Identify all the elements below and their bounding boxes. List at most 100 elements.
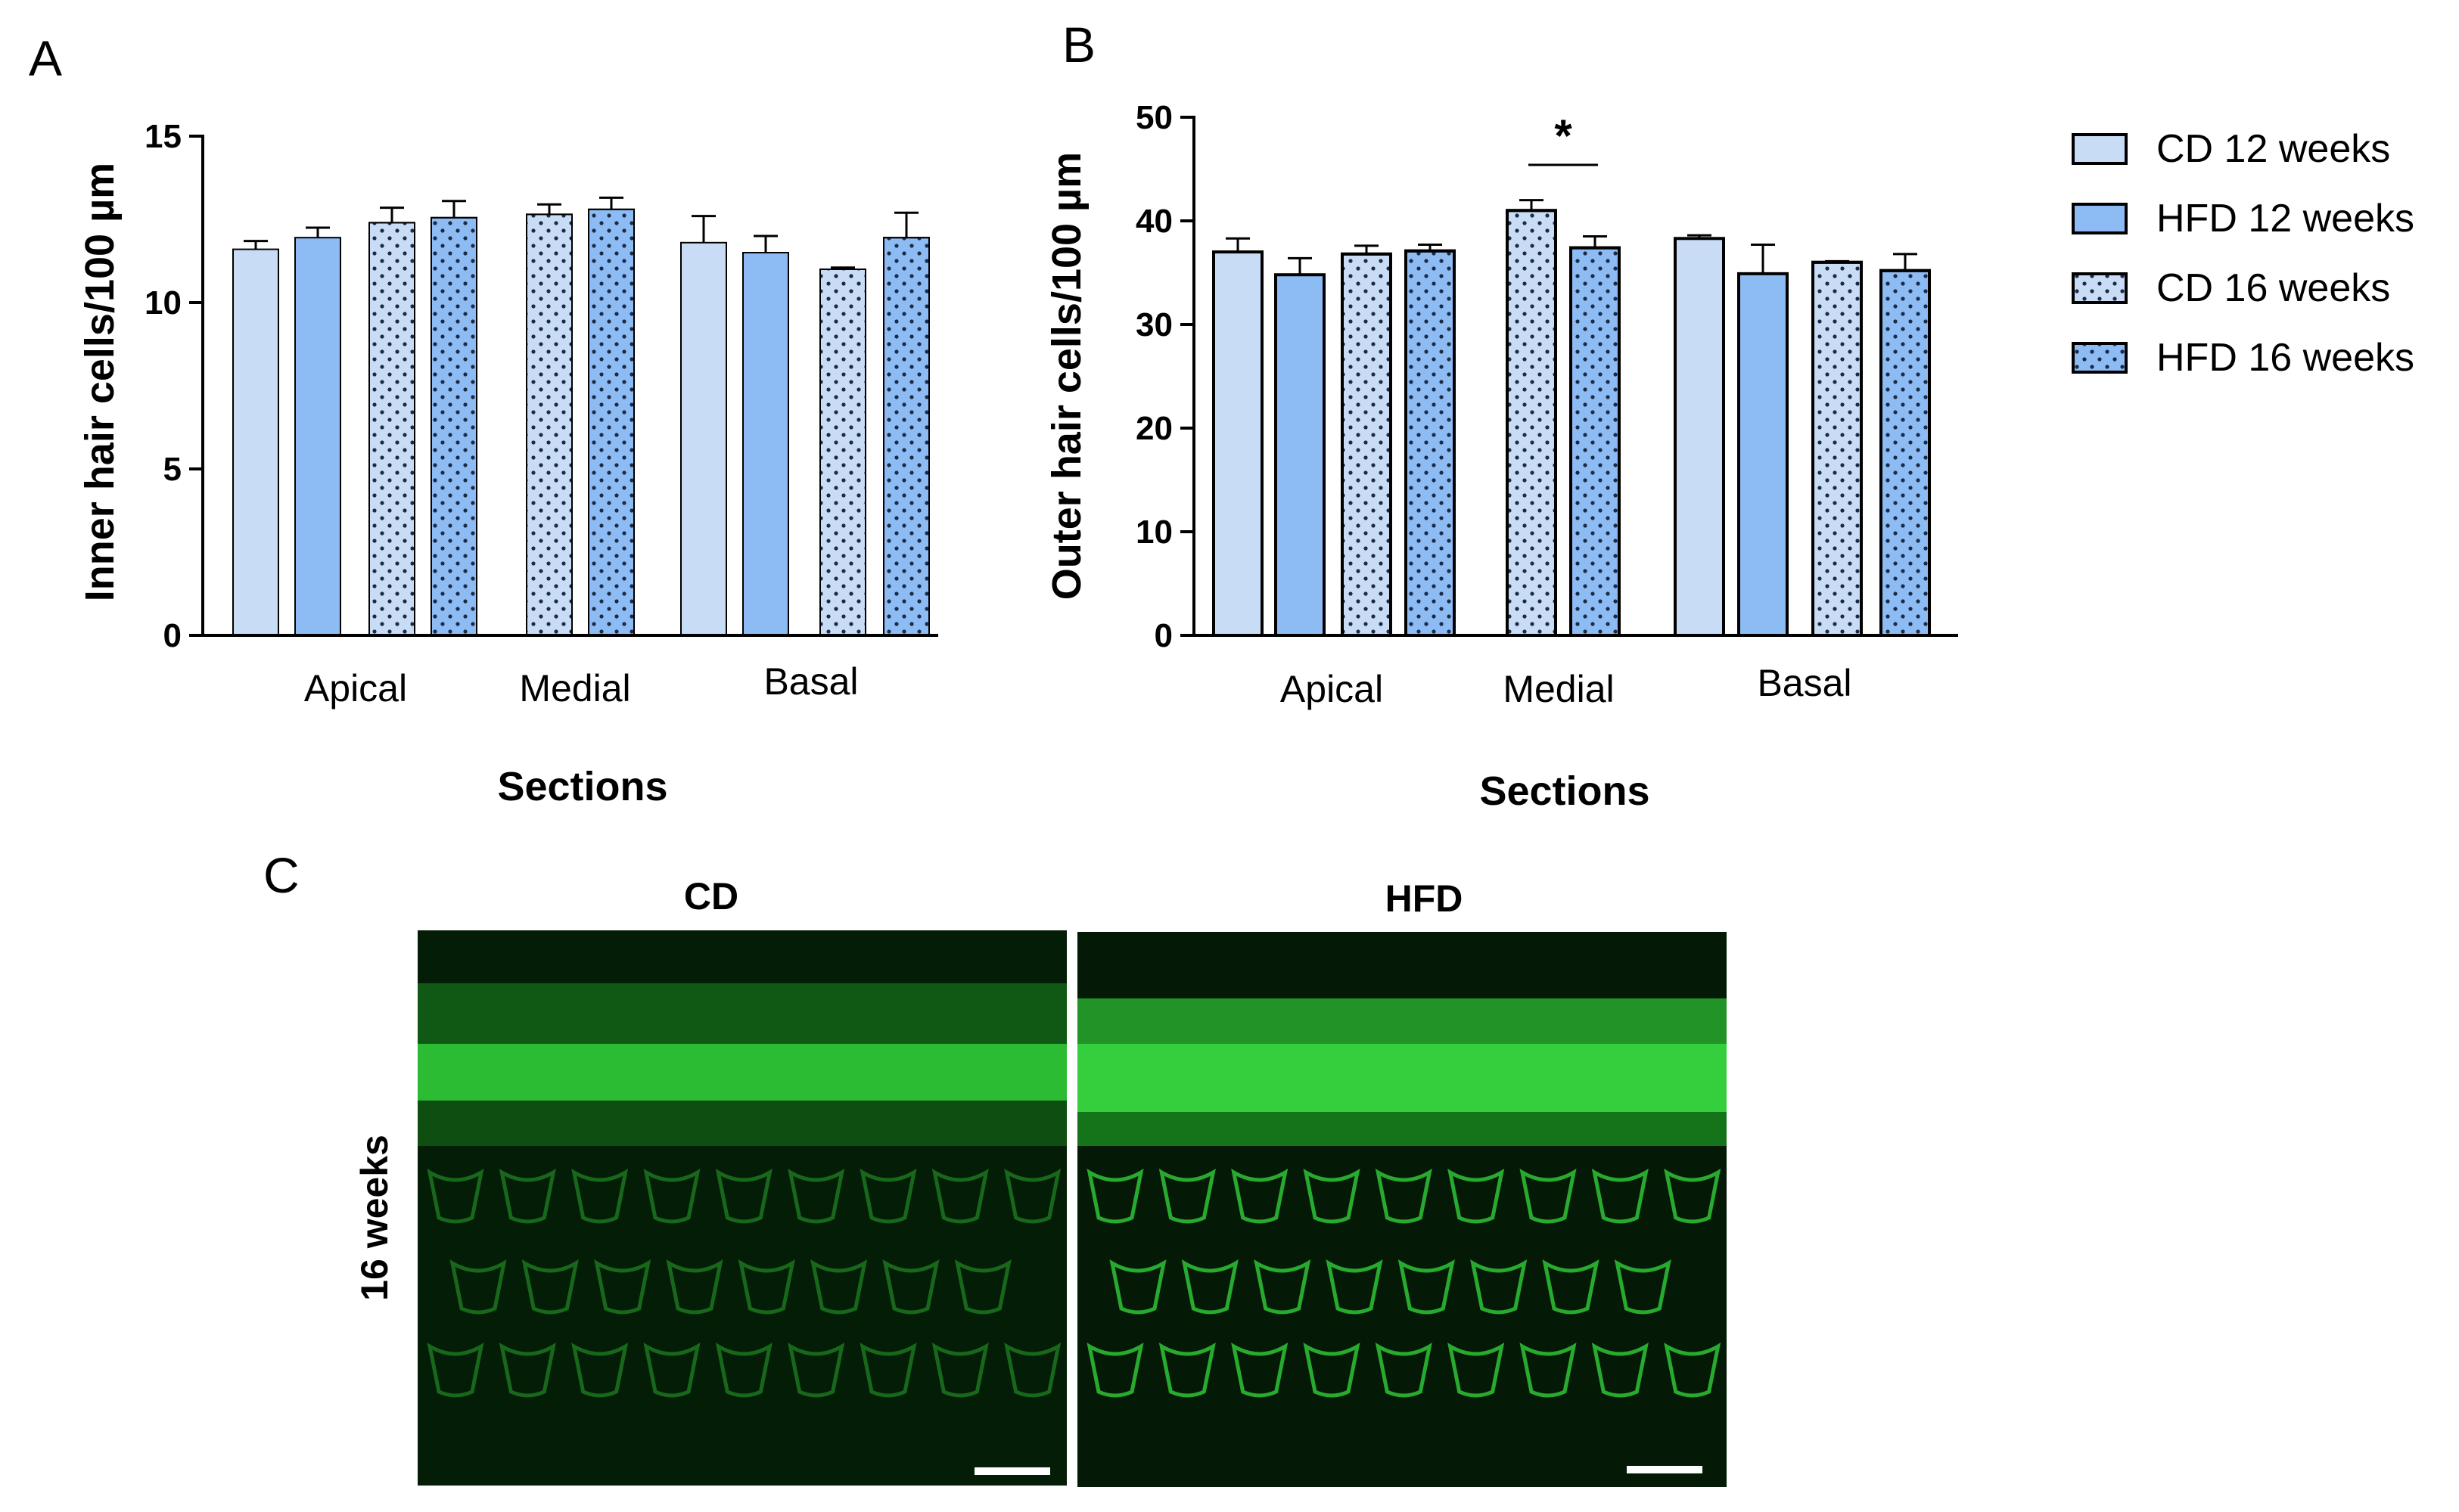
category-label: Medial <box>1503 668 1614 710</box>
hair-cell <box>931 1343 989 1398</box>
hair-cell <box>954 1259 1012 1315</box>
hair-cell <box>715 1169 773 1224</box>
chart-b-axes <box>1192 116 1958 637</box>
bar-pattern <box>1879 269 1931 637</box>
chart-a-bars <box>232 196 930 636</box>
hair-cell <box>1447 1343 1505 1398</box>
hair-cell <box>1664 1343 1721 1398</box>
hair-cell <box>860 1169 917 1224</box>
micrograph-hfd-cells <box>1086 1169 1721 1398</box>
category-label: Apical <box>304 667 407 709</box>
hair-cell <box>1303 1169 1360 1224</box>
hair-cell <box>738 1259 795 1315</box>
bar <box>680 241 727 636</box>
hair-cell <box>788 1169 845 1224</box>
chart-a-ticks: 0 5 10 15 <box>145 118 203 654</box>
y-tick-label: 5 <box>163 451 182 488</box>
y-tick-label: 0 <box>1155 617 1173 654</box>
chart-a-xlabel: Sections <box>497 764 667 809</box>
hair-cell <box>715 1343 773 1398</box>
hair-cell <box>499 1343 556 1398</box>
chart-b-bars <box>1212 199 1931 638</box>
legend: CD 12 weeks HFD 12 weeks CD 16 weeks HFD 16… <box>2072 127 2414 380</box>
legend-label: CD 16 weeks <box>2156 266 2390 310</box>
hair-cell <box>449 1259 507 1315</box>
micrograph-cd-cells <box>427 1169 1062 1398</box>
hair-cell <box>1254 1259 1311 1315</box>
hair-cell <box>1326 1259 1383 1315</box>
chart-b-ylabel: Outer hair cells/100 µm <box>1044 152 1090 600</box>
chart-a-axes <box>201 135 938 637</box>
legend-swatch <box>2072 203 2128 234</box>
category-label: Apical <box>1280 668 1383 710</box>
category-label: Basal <box>763 660 858 703</box>
chart-b-xlabel: Sections <box>1479 768 1649 814</box>
legend-label: HFD 12 weeks <box>2156 197 2414 241</box>
bar-pattern <box>1341 252 1392 637</box>
bar-pattern <box>1506 209 1557 637</box>
bar-pattern <box>368 222 415 636</box>
micrograph-cd-lower-band <box>418 1101 1067 1146</box>
legend-swatch <box>2072 133 2128 165</box>
y-tick-label: 10 <box>145 284 182 321</box>
hair-cell <box>882 1259 940 1315</box>
hair-cell <box>810 1259 868 1315</box>
micrograph-cd <box>418 930 1067 1486</box>
micrograph-title-cd: CD <box>684 875 738 917</box>
scale-bar-cd <box>975 1467 1050 1475</box>
hair-cell <box>1303 1343 1360 1398</box>
legend-label: CD 12 weeks <box>2156 127 2390 171</box>
hair-cell <box>1004 1169 1062 1224</box>
bar <box>1737 272 1789 637</box>
bar-pattern <box>883 237 930 636</box>
hair-cell <box>1397 1259 1455 1315</box>
bar <box>1212 250 1264 637</box>
hair-cell <box>1470 1259 1528 1315</box>
significance-star: * <box>1554 110 1572 161</box>
chart-a: 0 5 10 15 Apical Medial Basal Inner hair cell… <box>77 118 938 809</box>
hair-cell <box>594 1259 651 1315</box>
hair-cell <box>1447 1169 1505 1224</box>
hair-cell <box>571 1343 629 1398</box>
bar <box>232 248 279 636</box>
chart-a-ylabel: Inner hair cells/100 µm <box>77 163 123 601</box>
y-tick-label: 20 <box>1136 410 1173 447</box>
hair-cell <box>1231 1169 1289 1224</box>
y-tick-label: 0 <box>163 617 182 654</box>
micrograph-cd-upper-band <box>418 983 1067 1044</box>
bar-pattern <box>1569 246 1621 637</box>
chart-b-ticks: 0 10 20 30 40 50 <box>1136 99 1194 654</box>
hair-cell <box>1591 1169 1649 1224</box>
legend-swatch-pattern <box>2072 272 2128 304</box>
hair-cell <box>571 1169 629 1224</box>
chart-a-categories: Apical Medial Basal <box>304 660 859 709</box>
category-label: Basal <box>1757 662 1851 704</box>
hair-cell <box>1086 1169 1144 1224</box>
micrograph-hfd <box>1077 932 1727 1487</box>
bar-pattern <box>526 213 573 636</box>
micrograph-title-hfd: HFD <box>1385 877 1463 920</box>
hair-cell <box>1542 1259 1599 1315</box>
hair-cell <box>1375 1343 1432 1398</box>
hair-cell <box>931 1169 989 1224</box>
bar <box>742 252 789 636</box>
hair-cell <box>1181 1259 1239 1315</box>
hair-cell <box>1158 1169 1216 1224</box>
y-tick-label: 40 <box>1136 203 1173 240</box>
hair-cell <box>427 1343 484 1398</box>
bar <box>1274 273 1326 637</box>
bar-pattern <box>819 269 866 636</box>
legend-label: HFD 16 weeks <box>2156 336 2414 380</box>
hair-cell <box>860 1343 917 1398</box>
hair-cell <box>1375 1169 1432 1224</box>
micrograph-hfd-bright-band <box>1077 1044 1727 1112</box>
hair-cell <box>1519 1169 1577 1224</box>
panel-letter-a: A <box>29 30 62 86</box>
hair-cell <box>1109 1259 1167 1315</box>
hair-cell <box>1158 1343 1216 1398</box>
hair-cell <box>1591 1343 1649 1398</box>
chart-b-categories: Apical Medial Basal <box>1280 662 1852 710</box>
y-tick-label: 50 <box>1136 99 1173 136</box>
micrograph-hfd-lower-band <box>1077 1112 1727 1146</box>
